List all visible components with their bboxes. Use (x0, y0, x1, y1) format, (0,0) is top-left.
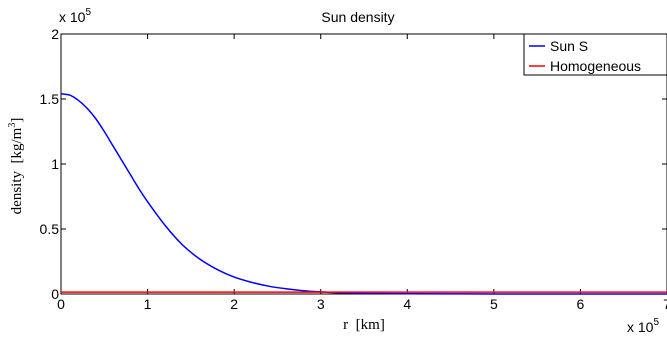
x-tick-label: 7 (663, 296, 667, 312)
y-tick-label: 0 (51, 286, 59, 302)
plot-area (60, 33, 667, 295)
x-axis-multiplier: x 105 (627, 317, 659, 335)
y-label-close: ] (9, 118, 25, 123)
y-tick-label: 1 (51, 156, 59, 172)
x-multiplier-exponent: 5 (653, 317, 659, 328)
legend-label-homogeneous: Homogeneous (550, 58, 641, 74)
x-tick-label: 6 (577, 296, 585, 312)
y-label-main: density [kg/m (9, 127, 25, 214)
x-multiplier-base: x 10 (627, 319, 654, 335)
y-tick-label: 2 (51, 26, 59, 42)
legend: Sun S Homogeneous (523, 33, 667, 76)
legend-label-sun-s: Sun S (550, 38, 588, 54)
x-axis-ticks: 0 1 2 3 4 5 6 7 (57, 34, 667, 312)
chart-title: Sun density (321, 9, 394, 25)
x-axis-label: r [km] (343, 317, 385, 333)
x-tick-label: 2 (230, 296, 238, 312)
y-axis-multiplier: x 105 (59, 7, 91, 25)
y-tick-label: 1.5 (40, 91, 60, 107)
y-multiplier-base: x 10 (59, 9, 86, 25)
x-tick-label: 5 (490, 296, 498, 312)
x-tick-label: 1 (144, 296, 152, 312)
y-tick-label: 0.5 (40, 221, 60, 237)
y-multiplier-exponent: 5 (85, 7, 91, 18)
legend-box (523, 33, 667, 76)
y-axis-ticks: 0 0.5 1 1.5 2 (40, 26, 667, 302)
y-axis-label: density [kg/m3] (7, 118, 25, 215)
x-tick-label: 4 (403, 296, 411, 312)
y-label-exponent: 3 (7, 123, 18, 128)
series-layer (60, 93, 667, 295)
x-tick-label: 0 (57, 296, 65, 312)
x-tick-label: 3 (317, 296, 325, 312)
series-line-sun-s (60, 93, 667, 295)
